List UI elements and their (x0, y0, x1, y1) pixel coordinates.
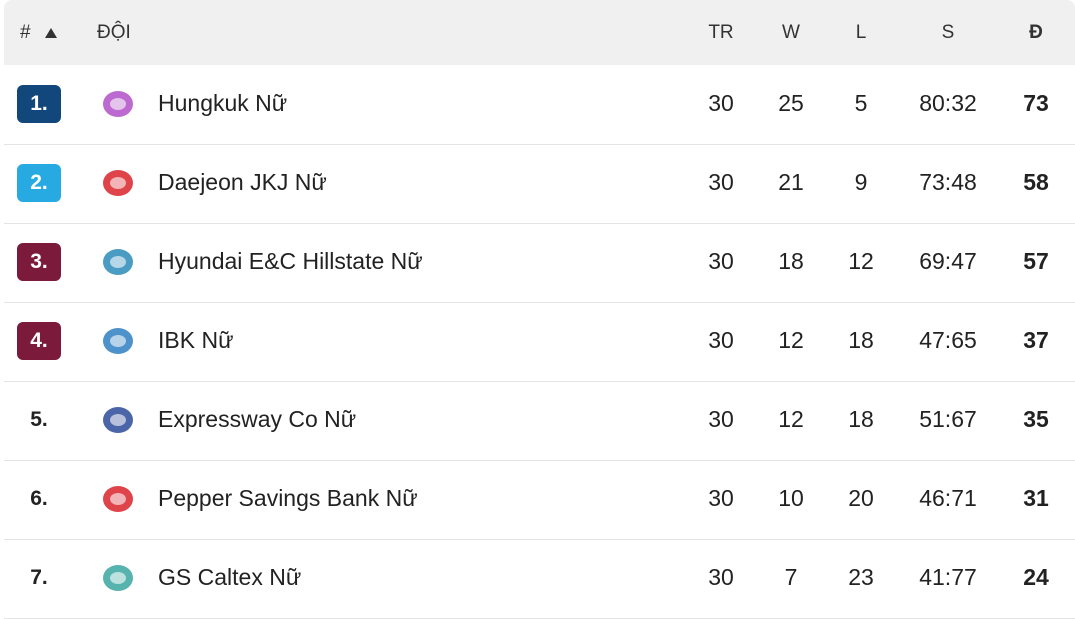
sets: 73:48 (919, 169, 977, 195)
wins: 12 (778, 406, 804, 432)
team-logo (103, 407, 133, 433)
wins: 18 (778, 248, 804, 274)
team-name[interactable]: Hyundai E&C Hillstate Nữ (158, 248, 423, 274)
losses: 20 (848, 485, 874, 511)
wins: 10 (778, 485, 804, 511)
team-logo (103, 91, 133, 117)
points: 24 (1023, 564, 1049, 590)
header-points[interactable]: Đ (1029, 22, 1043, 43)
table-row[interactable]: 6. Pepper Savings Bank Nữ 30 10 20 46:71 31 (4, 460, 1075, 540)
team-name[interactable]: IBK Nữ (158, 327, 234, 353)
wins: 7 (784, 564, 798, 590)
rank-badge: 3. (17, 243, 61, 281)
losses: 5 (854, 90, 868, 116)
header-losses[interactable]: L (855, 22, 867, 43)
sets: 51:67 (919, 406, 977, 432)
table-header: # ĐỘI TR W L S Đ (4, 0, 1075, 65)
table-row[interactable]: 3. Hyundai E&C Hillstate Nữ 30 18 12 69:47 57 (4, 223, 1075, 303)
team-name[interactable]: Hungkuk Nữ (158, 90, 288, 116)
rank: 6. (30, 487, 48, 510)
sets: 69:47 (919, 248, 977, 274)
header-wins[interactable]: W (782, 22, 800, 43)
played: 30 (708, 485, 734, 511)
header-sets[interactable]: S (941, 22, 955, 43)
team-logo (103, 170, 133, 196)
header-played[interactable]: TR (708, 22, 734, 43)
table-row[interactable]: 7. GS Caltex Nữ 30 7 23 41:77 24 (4, 539, 1075, 619)
team-logo (103, 249, 133, 275)
team-logo (103, 486, 133, 512)
team-name[interactable]: Pepper Savings Bank Nữ (158, 485, 418, 511)
points: 31 (1023, 485, 1049, 511)
header-team[interactable]: ĐỘI (97, 22, 131, 43)
losses: 23 (848, 564, 874, 590)
team-logo (103, 565, 133, 591)
rank-badge: 1. (17, 85, 61, 123)
losses: 18 (848, 406, 874, 432)
wins: 25 (778, 90, 804, 116)
points: 73 (1023, 90, 1049, 116)
wins: 21 (778, 169, 804, 195)
points: 58 (1023, 169, 1049, 195)
played: 30 (708, 169, 734, 195)
rank-badge: 2. (17, 164, 61, 202)
sets: 47:65 (919, 327, 977, 353)
rank: 7. (30, 566, 48, 589)
sort-icon[interactable] (45, 28, 57, 38)
team-name[interactable]: GS Caltex Nữ (158, 564, 302, 590)
played: 30 (708, 406, 734, 432)
points: 57 (1023, 248, 1049, 274)
losses: 9 (854, 169, 868, 195)
team-name[interactable]: Expressway Co Nữ (158, 406, 357, 432)
played: 30 (708, 90, 734, 116)
played: 30 (708, 327, 734, 353)
table-row[interactable]: 2. Daejeon JKJ Nữ 30 21 9 73:48 58 (4, 144, 1075, 224)
table-row[interactable]: 5. Expressway Co Nữ 30 12 18 51:67 35 (4, 381, 1075, 461)
rank-badge: 4. (17, 322, 61, 360)
table-row[interactable]: 1. Hungkuk Nữ 30 25 5 80:32 73 (4, 65, 1075, 145)
sets: 41:77 (919, 564, 977, 590)
points: 37 (1023, 327, 1049, 353)
played: 30 (708, 564, 734, 590)
sets: 46:71 (919, 485, 977, 511)
rank: 5. (30, 408, 48, 431)
losses: 18 (848, 327, 874, 353)
team-logo (103, 328, 133, 354)
played: 30 (708, 248, 734, 274)
points: 35 (1023, 406, 1049, 432)
team-name[interactable]: Daejeon JKJ Nữ (158, 169, 327, 195)
wins: 12 (778, 327, 804, 353)
sets: 80:32 (919, 90, 977, 116)
header-rank[interactable]: # (20, 22, 31, 43)
table-row[interactable]: 4. IBK Nữ 30 12 18 47:65 37 (4, 302, 1075, 382)
losses: 12 (848, 248, 874, 274)
